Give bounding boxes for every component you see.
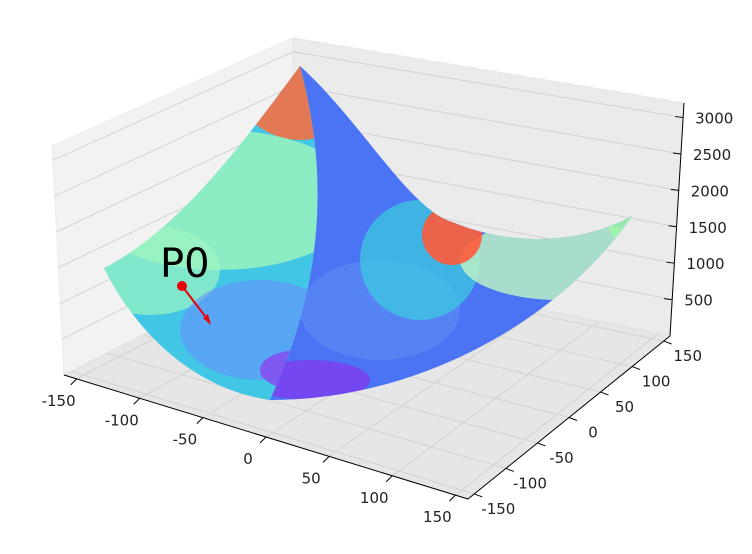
x-tick-mark xyxy=(196,417,204,424)
x-axis-ticks: -150 -100 -50 0 50 100 150 xyxy=(42,378,456,526)
annotation-arrow xyxy=(181,285,206,317)
y-tick-label: 50 xyxy=(615,398,634,416)
annotation-arrowhead xyxy=(203,314,211,325)
annotation-p0: P0 xyxy=(160,241,211,325)
x-tick-mark xyxy=(449,494,456,502)
x-tick-label: 100 xyxy=(360,489,389,507)
x-tick-mark xyxy=(133,397,141,405)
x-tick-mark xyxy=(322,456,330,463)
x-tick-label: 0 xyxy=(243,450,253,468)
x-tick-mark xyxy=(385,475,393,483)
annotation-label: P0 xyxy=(160,241,210,287)
z-tick-label: 500 xyxy=(684,292,713,310)
x-tick-label: 150 xyxy=(423,508,452,526)
x-tick-mark xyxy=(70,378,77,386)
z-tick-mark xyxy=(664,298,673,301)
x-tick-label: -50 xyxy=(173,431,198,449)
y-tick-label: 0 xyxy=(588,424,598,442)
y-tick-mark xyxy=(568,417,578,421)
y-tick-label: -100 xyxy=(513,474,547,492)
z-tick-mark xyxy=(666,261,675,264)
z-tick-label: 2000 xyxy=(691,182,729,200)
z-tick-mark xyxy=(675,116,684,119)
y-tick-mark xyxy=(537,442,546,447)
y-tick-label: 150 xyxy=(673,347,702,365)
x-tick-label: 50 xyxy=(302,469,321,487)
z-tick-mark xyxy=(668,225,677,228)
y-tick-mark xyxy=(631,366,641,371)
z-tick-label: 3000 xyxy=(695,110,733,128)
y-tick-mark xyxy=(600,391,609,396)
z-tick-mark xyxy=(672,152,681,155)
x-tick-label: -150 xyxy=(42,392,76,410)
x-tick-mark xyxy=(259,436,267,444)
z-tick-label: 1500 xyxy=(689,219,727,237)
y-tick-mark xyxy=(663,340,672,345)
z-tick-label: 2500 xyxy=(693,146,731,164)
z-axis-ticks: 500 1000 1500 2000 2500 3000 xyxy=(664,110,733,310)
z-tick-label: 1000 xyxy=(686,255,724,273)
y-tick-mark xyxy=(474,493,483,498)
y-tick-label: -50 xyxy=(549,449,574,467)
y-tick-mark xyxy=(505,467,515,472)
z-tick-mark xyxy=(670,188,679,191)
y-tick-label: 100 xyxy=(642,373,671,391)
x-tick-label: -100 xyxy=(105,411,139,429)
y-tick-label: -150 xyxy=(481,500,515,518)
